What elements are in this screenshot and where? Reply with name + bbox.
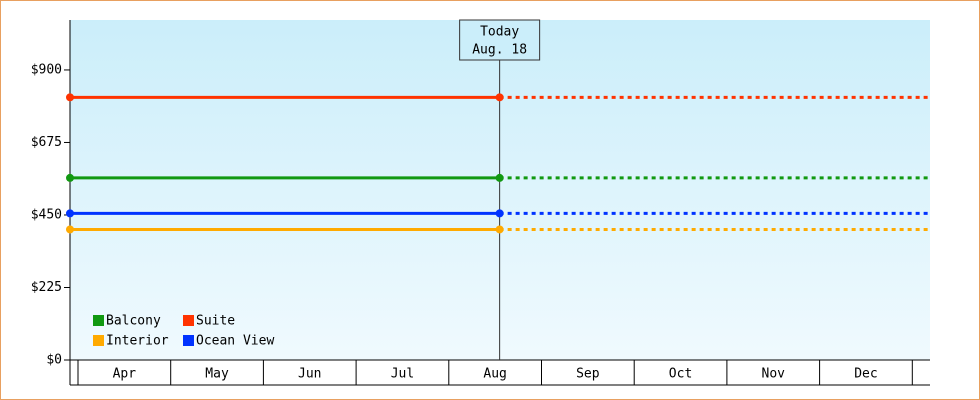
price-point [495, 173, 504, 182]
today-box [459, 19, 541, 61]
x-tick-label: Oct [669, 367, 692, 382]
legend-label: Ocean View [196, 334, 274, 349]
legend-swatch [183, 335, 194, 346]
y-tick-label: $900 [31, 62, 62, 77]
x-tick-label: Jul [391, 367, 414, 382]
price-point [66, 173, 74, 182]
price-point [495, 93, 504, 102]
today-label: Today [480, 25, 519, 40]
price-point [495, 225, 504, 234]
y-tick-label: $0 [46, 353, 62, 368]
y-tick-label: $450 [31, 207, 62, 222]
price-point [495, 209, 504, 218]
price-point [66, 209, 74, 218]
legend-label: Interior [106, 334, 169, 349]
legend-swatch [93, 315, 104, 326]
x-tick-label: Dec [854, 367, 877, 382]
y-tick-label: $225 [31, 280, 62, 295]
y-tick-label: $675 [31, 135, 62, 150]
x-tick-label: Apr [113, 367, 137, 382]
legend-label: Balcony [106, 314, 161, 329]
x-tick-label: May [205, 367, 229, 382]
legend-label: Suite [196, 314, 235, 329]
x-tick-label: Aug [483, 367, 506, 382]
legend-swatch [93, 335, 104, 346]
price-point [66, 225, 74, 234]
legend-swatch [183, 315, 194, 326]
x-tick-label: Nov [762, 367, 786, 382]
today-date: Aug. 18 [472, 43, 527, 58]
x-tick-label: Jun [298, 367, 321, 382]
x-tick-label: Sep [576, 367, 600, 382]
price-point [66, 93, 74, 102]
